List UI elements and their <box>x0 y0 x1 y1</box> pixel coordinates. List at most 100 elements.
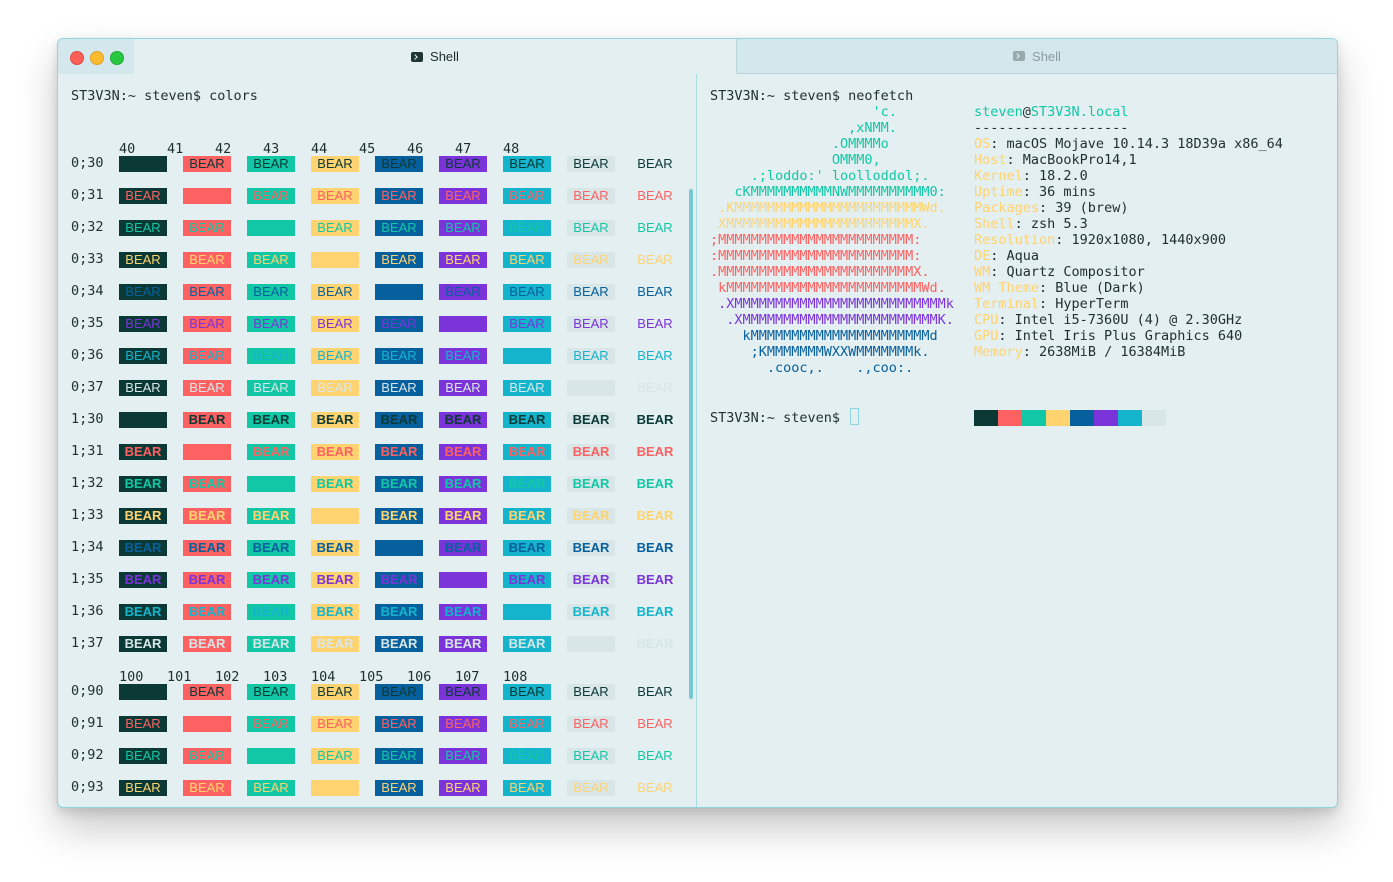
row-label: 0;34 <box>71 283 104 299</box>
color-cell: BEAR <box>119 156 167 172</box>
ascii-line: ;MMMMMMMMMMMMMMMMMMMMMMMM: <box>710 232 922 248</box>
pane-divider[interactable] <box>696 74 697 807</box>
column-header: 106 <box>407 669 432 685</box>
info-value: Blue (Dark) <box>1055 280 1145 296</box>
row-label: 1;36 <box>71 603 104 619</box>
color-cell: BEAR <box>503 380 551 396</box>
color-cell: BEAR <box>119 220 167 236</box>
info-line: Terminal: HyperTerm <box>974 296 1129 312</box>
close-button[interactable] <box>70 51 84 65</box>
info-value: MacBookPro14,1 <box>1022 152 1137 168</box>
color-cell: BEAR <box>119 508 167 524</box>
user-name: steven <box>974 104 1023 120</box>
info-value: 39 (brew) <box>1055 200 1129 216</box>
zoom-button[interactable] <box>110 51 124 65</box>
row-label: 0;92 <box>71 747 104 763</box>
color-cell: BEAR <box>183 636 231 652</box>
ascii-line: OMMM0, <box>710 152 881 168</box>
color-cell: BEAR <box>439 316 487 332</box>
ascii-line: kMMMMMMMMMMMMMMMMMMMMMMd <box>710 328 938 344</box>
column-header: 40 <box>119 141 136 157</box>
ascii-line: XMMMMMMMMMMMMMMMMMMMMMMMX. <box>710 216 930 232</box>
color-cell: BEAR <box>567 604 615 620</box>
column-header: 46 <box>407 141 424 157</box>
color-swatch <box>1070 410 1094 426</box>
color-cell: BEAR <box>567 780 615 796</box>
row-label: 0;33 <box>71 251 104 267</box>
color-cell: BEAR <box>439 348 487 364</box>
color-cell: BEAR <box>439 604 487 620</box>
color-cell: BEAR <box>636 444 674 459</box>
color-cell: BEAR <box>637 348 673 363</box>
color-cell: BEAR <box>183 348 231 364</box>
color-cell: BEAR <box>439 284 487 300</box>
color-cell: BEAR <box>311 508 359 524</box>
color-cell: BEAR <box>375 604 423 620</box>
terminal-icon <box>411 51 424 62</box>
at-sign: @ <box>1022 104 1031 120</box>
row-label: 0;31 <box>71 187 104 203</box>
info-line: DE: Aqua <box>974 248 1040 264</box>
info-line: Host: MacBookPro14,1 <box>974 152 1137 168</box>
row-label: 0;32 <box>71 219 104 235</box>
color-swatch <box>1022 410 1046 426</box>
ascii-line: .XMMMMMMMMMMMMMMMMMMMMMMMMK. <box>710 312 954 328</box>
color-cell: BEAR <box>636 540 674 555</box>
color-cell: BEAR <box>567 572 615 588</box>
color-swatch <box>998 410 1022 426</box>
color-cell: BEAR <box>247 316 295 332</box>
color-cell: BEAR <box>567 220 615 236</box>
tab-shell-2[interactable]: Shell <box>736 39 1337 74</box>
color-cell: BEAR <box>183 748 231 764</box>
color-cell: BEAR <box>375 156 423 172</box>
color-cell: BEAR <box>439 636 487 652</box>
color-cell: BEAR <box>567 156 615 172</box>
color-cell: BEAR <box>311 156 359 172</box>
prompt-line-2: ST3V3N:~ steven$ <box>710 408 860 426</box>
row-label: 1;34 <box>71 539 104 555</box>
scrollbar[interactable] <box>689 189 693 699</box>
color-cell: BEAR <box>247 716 295 732</box>
info-value: Aqua <box>1006 248 1040 264</box>
ascii-line: .KMMMMMMMMMMMMMMMMMMMMMMMWd. <box>710 200 946 216</box>
color-cell: BEAR <box>567 716 615 732</box>
ascii-line: cKMMMMMMMMMMNWMMMMMMMMMM0: <box>710 184 946 200</box>
title-bar: Shell Shell <box>58 39 1337 74</box>
color-cell: BEAR <box>375 284 423 300</box>
color-cell: BEAR <box>503 252 551 268</box>
color-swatch <box>1046 410 1070 426</box>
color-cell: BEAR <box>183 540 231 556</box>
color-cell: BEAR <box>439 156 487 172</box>
ascii-line: ,xNMM. <box>710 120 897 136</box>
color-cell: BEAR <box>439 476 487 492</box>
tab-shell-1[interactable]: Shell <box>134 39 736 74</box>
column-header: 43 <box>263 141 280 157</box>
color-cell: BEAR <box>637 380 673 395</box>
color-cell: BEAR <box>247 684 295 700</box>
color-cell: BEAR <box>375 220 423 236</box>
row-label: 1;32 <box>71 475 104 491</box>
color-cell: BEAR <box>636 604 674 619</box>
info-key: Packages <box>974 200 1040 216</box>
color-cell: BEAR <box>183 252 231 268</box>
column-header: 47 <box>455 141 472 157</box>
color-cell: BEAR <box>311 748 359 764</box>
info-line: Shell: zsh 5.3 <box>974 216 1088 232</box>
color-cell: BEAR <box>247 220 295 236</box>
minimize-button[interactable] <box>90 51 104 65</box>
color-cell: BEAR <box>637 316 673 331</box>
color-cell: BEAR <box>247 412 295 428</box>
color-cell: BEAR <box>119 444 167 460</box>
column-header: 48 <box>503 141 520 157</box>
color-cell: BEAR <box>183 604 231 620</box>
right-terminal-pane[interactable]: ST3V3N:~ steven$ neofetch 'c. ,xNMM. .OM… <box>697 74 1337 807</box>
color-cell: BEAR <box>183 684 231 700</box>
left-terminal-pane[interactable]: ST3V3N:~ steven$ colors 40 41 42 43 44 45 46 47… <box>58 74 696 807</box>
info-key: GPU <box>974 328 999 344</box>
column-header: 45 <box>359 141 376 157</box>
color-cell: BEAR <box>311 380 359 396</box>
info-value: Quartz Compositor <box>1006 264 1145 280</box>
color-cell: BEAR <box>567 684 615 700</box>
color-cell: BEAR <box>119 684 167 700</box>
color-cell: BEAR <box>636 508 674 523</box>
